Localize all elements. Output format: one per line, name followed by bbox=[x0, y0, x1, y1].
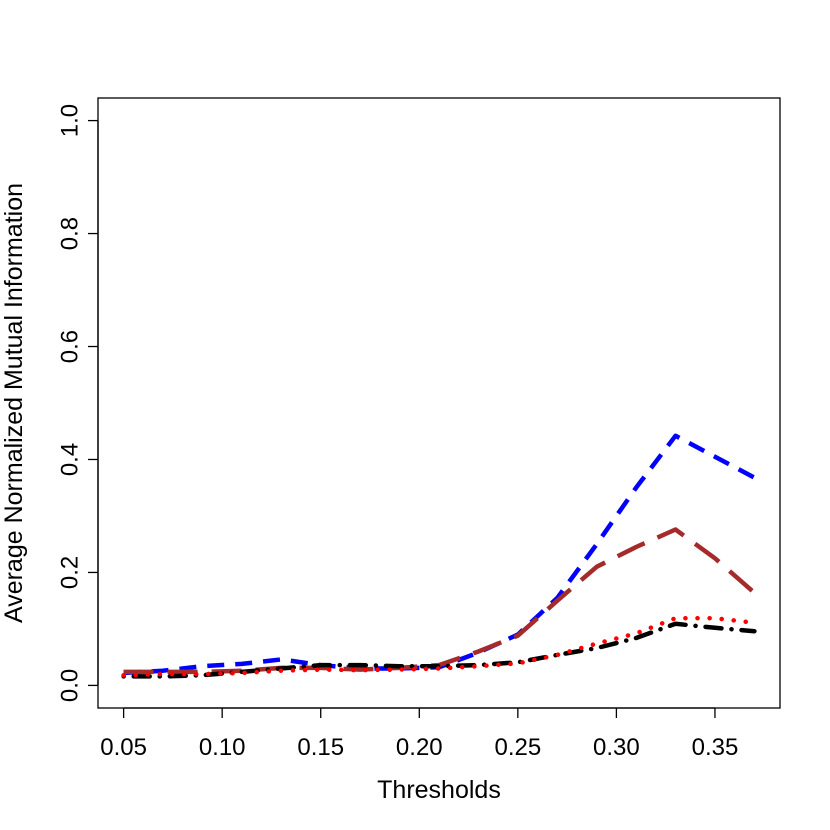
x-axis-label: Thresholds bbox=[377, 776, 501, 804]
series-line-3 bbox=[121, 621, 757, 679]
y-tick-label: 0.2 bbox=[57, 556, 84, 589]
x-tick-label: 0.05 bbox=[100, 734, 147, 761]
series-line-4 bbox=[121, 615, 757, 678]
series-line-2 bbox=[123, 527, 756, 675]
x-tick-label: 0.15 bbox=[297, 734, 344, 761]
x-tick-label: 0.30 bbox=[593, 734, 640, 761]
y-tick-label: 0.6 bbox=[57, 330, 84, 363]
plot-frame bbox=[97, 97, 781, 709]
y-axis: 0.0 0.2 0.4 0.6 0.8 1.0 bbox=[57, 104, 99, 702]
x-tick-label: 0.25 bbox=[494, 734, 541, 761]
y-tick-label: 1.0 bbox=[57, 104, 84, 137]
y-tick-label: 0.8 bbox=[57, 217, 84, 250]
y-tick-label: 0.4 bbox=[57, 443, 84, 476]
x-axis: 0.05 0.10 0.15 0.20 0.25 0.30 0.35 bbox=[100, 707, 739, 761]
y-tick-label: 0.0 bbox=[57, 669, 84, 702]
series-layer bbox=[121, 433, 757, 679]
x-tick-label: 0.20 bbox=[396, 734, 443, 761]
x-tick-label: 0.10 bbox=[199, 734, 246, 761]
series-line-1 bbox=[123, 433, 756, 676]
y-axis-label: Average Normalized Mutual Information bbox=[0, 183, 28, 623]
x-tick-label: 0.35 bbox=[692, 734, 739, 761]
